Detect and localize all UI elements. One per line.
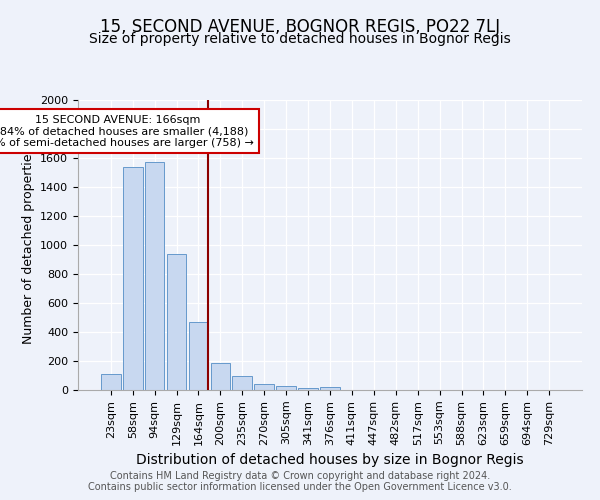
Bar	[123, 166, 143, 390]
X-axis label: Distribution of detached houses by size in Bognor Regis: Distribution of detached houses by size …	[136, 453, 524, 467]
Text: 15 SECOND AVENUE: 166sqm
← 84% of detached houses are smaller (4,188)
15% of sem: 15 SECOND AVENUE: 166sqm ← 84% of detach…	[0, 114, 254, 148]
Bar	[101, 374, 121, 390]
Text: Size of property relative to detached houses in Bognor Regis: Size of property relative to detached ho…	[89, 32, 511, 46]
Y-axis label: Number of detached properties: Number of detached properties	[22, 146, 35, 344]
Text: Contains HM Land Registry data © Crown copyright and database right 2024.
Contai: Contains HM Land Registry data © Crown c…	[88, 471, 512, 492]
Bar	[167, 254, 187, 390]
Bar	[298, 388, 318, 390]
Bar	[254, 384, 274, 390]
Bar	[276, 386, 296, 390]
Bar	[145, 162, 164, 390]
Text: 15, SECOND AVENUE, BOGNOR REGIS, PO22 7LJ: 15, SECOND AVENUE, BOGNOR REGIS, PO22 7L…	[100, 18, 500, 36]
Bar	[320, 387, 340, 390]
Bar	[232, 376, 252, 390]
Bar	[188, 322, 208, 390]
Bar	[211, 363, 230, 390]
